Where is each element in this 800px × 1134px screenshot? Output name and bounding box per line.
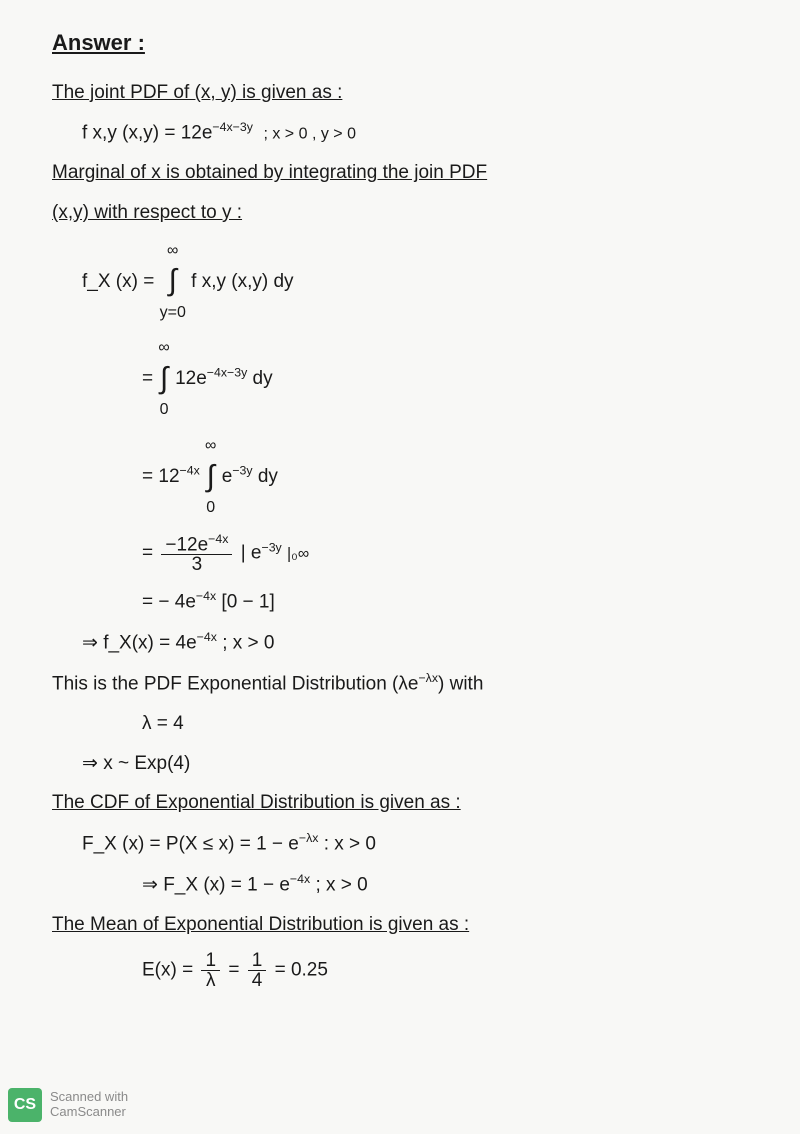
cdf-heading: The CDF of Exponential Distribution is g…	[52, 790, 760, 816]
int2-upper: ∞	[158, 337, 169, 359]
eval2-body: = − 4e	[142, 591, 196, 612]
scan-line-1: Scanned with	[50, 1090, 128, 1105]
cdf1-cond: : x > 0	[318, 833, 376, 854]
int3-exp: −3y	[232, 463, 252, 477]
cdf2-exp: −4x	[290, 872, 310, 886]
int2-dy: dy	[247, 368, 272, 389]
pdf-exp: −4x−3y	[212, 120, 253, 134]
eval-bracket-exp: −3y	[261, 540, 281, 554]
eval-step: = −12e−4x 3 | e−3y |₀∞	[52, 533, 760, 574]
exp-dist-note: This is the PDF Exponential Distribution…	[52, 670, 760, 697]
intro-line: The joint PDF of (x, y) is given as :	[52, 80, 760, 106]
cdf2-cond: ; x > 0	[310, 874, 368, 895]
eval-den: 3	[188, 555, 207, 574]
int3-pre-exp: −4x	[180, 463, 200, 477]
scan-watermark: CS Scanned with CamScanner	[8, 1088, 128, 1122]
int3-pre: = 12	[142, 466, 180, 487]
fx-definition: f_X (x) = ∞ ∫ y=0 f x,y (x,y) dy	[52, 240, 760, 324]
joint-pdf-formula: f x,y (x,y) = 12e−4x−3y ; x > 0 , y > 0	[52, 119, 760, 146]
result-body: ⇒ f_X(x) = 4e	[82, 632, 197, 653]
mean-pre: E(x) =	[142, 960, 198, 981]
eval2-exp: −4x	[196, 589, 216, 603]
exp-note-1-exp: −λx	[418, 671, 438, 685]
eval-pre: =	[142, 542, 158, 563]
mean-heading: The Mean of Exponential Distribution is …	[52, 912, 760, 938]
cdf-line-1: F_X (x) = P(X ≤ x) = 1 − e−λx : x > 0	[52, 830, 760, 857]
mean-frac1-den: λ	[202, 971, 220, 990]
marginal-heading-2: (x,y) with respect to y :	[52, 200, 760, 226]
cdf-line-2: ⇒ F_X (x) = 1 − e−4x ; x > 0	[52, 871, 760, 898]
int2-lower: 0	[158, 399, 169, 421]
exp-note-1: This is the PDF Exponential Distribution…	[52, 673, 418, 694]
int2-exp: −4x−3y	[207, 366, 248, 380]
int3-lower: 0	[205, 497, 216, 519]
x-exp-line: ⇒ x ~ Exp(4)	[52, 751, 760, 777]
exp-note-1-tail: ) with	[438, 673, 483, 694]
handwritten-answer-page: Answer : The joint PDF of (x, y) is give…	[0, 0, 800, 1134]
int-step-3: = 12−4x ∞ ∫ 0 e−3y dy	[52, 435, 760, 519]
mean-frac2-den: 4	[248, 971, 267, 990]
camscanner-logo-icon: CS	[8, 1088, 42, 1122]
int2-body: 12e	[175, 368, 207, 389]
integral-icon: ∫	[207, 460, 215, 493]
mean-frac1-num: 1	[201, 951, 220, 971]
mean-val: = 0.25	[275, 960, 328, 981]
eval-step-2: = − 4e−4x [0 − 1]	[52, 588, 760, 615]
mean-eq: =	[228, 960, 244, 981]
int3-upper: ∞	[205, 435, 216, 457]
pdf-body: f x,y (x,y) = 12e	[82, 123, 212, 144]
eval-bracket: | e	[241, 542, 262, 563]
fx-label: f_X (x) =	[82, 270, 154, 291]
int1-lower: y=0	[160, 302, 186, 324]
int1-upper: ∞	[160, 240, 186, 262]
mean-frac2-num: 1	[248, 951, 267, 971]
result-cond: ; x > 0	[217, 632, 275, 653]
int2-pre: =	[142, 368, 158, 389]
int1-body: f x,y (x,y) dy	[191, 270, 293, 291]
eval-num-exp: −4x	[208, 532, 228, 546]
cdf1-pre: F_X (x) = P(X ≤ x) = 1 − e	[82, 833, 299, 854]
lambda-line: λ = 4	[52, 711, 760, 737]
integral-icon: ∫	[160, 362, 168, 395]
cdf2-pre: ⇒ F_X (x) = 1 − e	[142, 874, 290, 895]
result-exp: −4x	[197, 630, 217, 644]
page-title: Answer :	[52, 28, 760, 58]
fx-result: ⇒ f_X(x) = 4e−4x ; x > 0	[52, 629, 760, 656]
cdf1-exp: −λx	[299, 831, 319, 845]
int3-dy: dy	[253, 466, 278, 487]
scan-text: Scanned with CamScanner	[50, 1090, 128, 1120]
int3-body: e	[222, 466, 233, 487]
marginal-heading-1: Marginal of x is obtained by integrating…	[52, 160, 760, 186]
scan-line-2: CamScanner	[50, 1105, 128, 1120]
eval-num: −12e	[165, 534, 208, 555]
mean-line: E(x) = 1 λ = 1 4 = 0.25	[52, 951, 760, 990]
eval2-tail: [0 − 1]	[216, 591, 275, 612]
eval-limits: |₀∞	[287, 545, 309, 562]
integral-icon: ∫	[169, 264, 177, 297]
pdf-condition: ; x > 0 , y > 0	[263, 126, 356, 143]
int-step-2: = ∞ ∫ 0 12e−4x−3y dy	[52, 337, 760, 421]
